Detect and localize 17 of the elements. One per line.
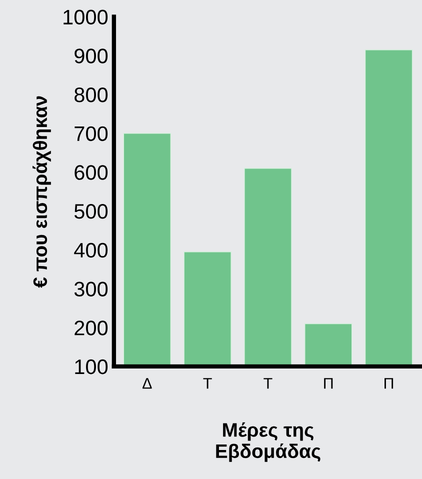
y-tick-label: 700 (74, 126, 108, 142)
x-tick-label: Π (384, 378, 394, 389)
y-tick-label: 600 (74, 165, 108, 180)
x-tick-label: Τ (264, 378, 272, 389)
x-tick-label: Π (324, 378, 333, 389)
x-axis-title: Μέρες της Εβδομάδας (216, 422, 320, 462)
y-tick-label: 500 (74, 204, 108, 219)
y-axis-title: € που εισπράχθηκαν (32, 96, 51, 288)
x-tick-label: Δ (142, 378, 152, 389)
y-tick-label: 1000 (64, 10, 108, 25)
y-tick-label: 900 (74, 48, 108, 64)
y-tick-label: 200 (74, 320, 108, 336)
y-tick-label: 300 (74, 282, 108, 296)
y-tick-label: 400 (74, 242, 108, 258)
y-tick-label: 100 (75, 359, 108, 374)
x-tick-label: Τ (203, 378, 212, 389)
y-tick-label: 800 (74, 87, 108, 102)
